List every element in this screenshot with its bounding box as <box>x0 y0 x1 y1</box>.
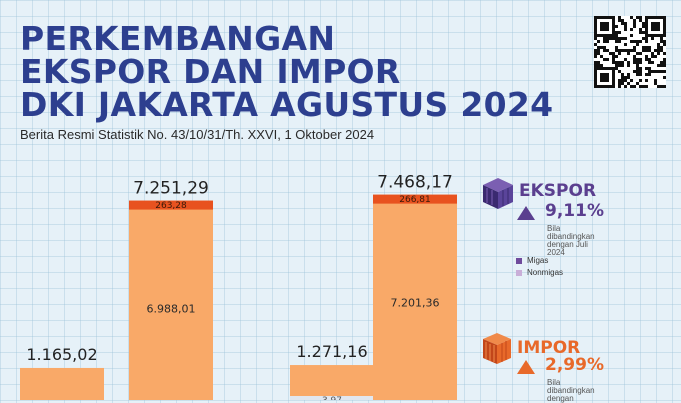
impor-change: 2,99% <box>545 355 604 375</box>
impor-comparison: Bila dibandingkan dengan <box>547 378 595 403</box>
bar-impor-2 <box>290 365 374 400</box>
qr-code-graphic <box>594 16 666 88</box>
shipping-container-icon <box>483 333 511 364</box>
bar-ekspor-nonmigas-3 <box>373 194 457 400</box>
bar-impor-migas-label-2: 3,97 <box>322 396 342 400</box>
bar-nonmigas-label-1: 6.988,01 <box>147 303 196 316</box>
bar-migas-label-1: 263,28 <box>155 201 187 211</box>
title-line-1: PERKEMBANGAN <box>20 19 336 58</box>
legend-migas-swatch <box>516 257 522 264</box>
bar-total-label-2: 1.271,16 <box>296 342 367 361</box>
bar-impor-0 <box>20 367 104 400</box>
legend-migas: Migas <box>516 256 548 265</box>
qr-code-icon[interactable] <box>594 16 666 88</box>
bar-ekspor-migas-3 <box>373 194 457 204</box>
bar-impor-migas-2 <box>290 396 374 400</box>
title-line-3: DKI JAKARTA AGUSTUS 2024 <box>20 85 554 124</box>
impor-label: IMPOR <box>517 338 581 358</box>
bar-total-label-3: 7.468,17 <box>377 173 453 193</box>
bar-ekspor-migas-1 <box>129 200 213 210</box>
title-line-2: EKSPOR DAN IMPOR <box>20 52 401 91</box>
bar-total-label-1: 7.251,29 <box>133 179 209 199</box>
container-cube-icon <box>483 178 513 209</box>
ekspor-label: EKSPOR <box>519 181 597 201</box>
legend-nonmigas-swatch <box>516 269 522 276</box>
bar-nonmigas-label-3: 7.201,36 <box>391 297 440 310</box>
legend-nonmigas-label: Nonmigas <box>527 268 564 277</box>
ekspor-change: 9,11% <box>545 201 604 221</box>
legend-nonmigas: Nonmigas <box>516 268 563 277</box>
subtitle: Berita Resmi Statistik No. 43/10/31/Th. … <box>20 127 375 142</box>
legend-migas-label: Migas <box>527 256 549 265</box>
impor-up-arrow-icon <box>517 360 535 374</box>
ekspor-comparison: Bila dibandingkan dengan Juli 2024 <box>547 224 595 257</box>
bar-migas-label-3: 266,81 <box>399 195 431 205</box>
ekspor-up-arrow-icon <box>517 206 535 220</box>
bar-ekspor-nonmigas-1 <box>129 200 213 400</box>
page-title: PERKEMBANGAN EKSPOR DAN IMPOR DKI JAKART… <box>20 22 553 121</box>
bar-total-label-0: 1.165,02 <box>26 345 97 364</box>
